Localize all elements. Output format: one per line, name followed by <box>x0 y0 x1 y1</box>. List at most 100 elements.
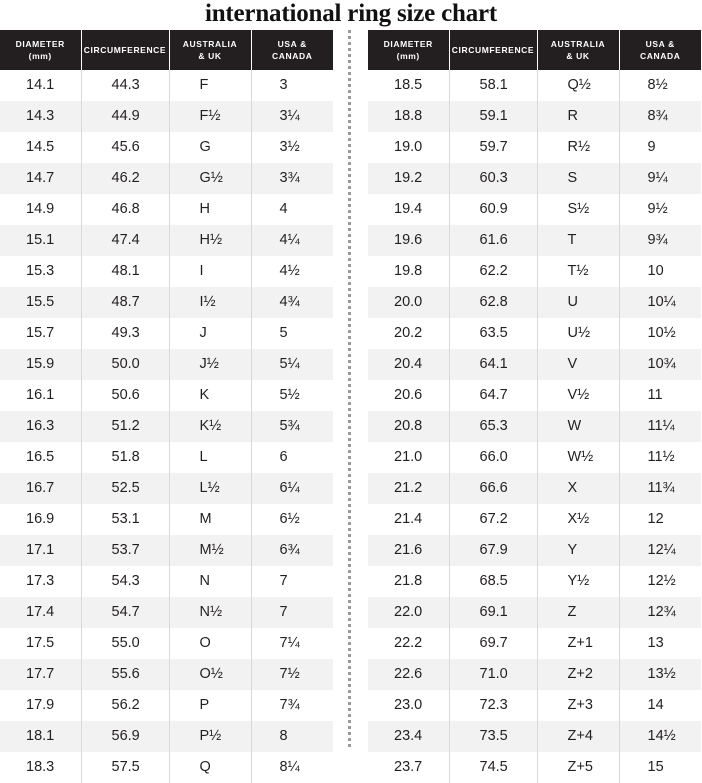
table-row: 21.2 66.6 X 11¾ <box>368 473 701 504</box>
column-header-diameter-line1: DIAMETER <box>383 39 433 49</box>
cell-diameter: 19.0 <box>368 132 450 163</box>
left-table-body: 14.1 44.3 F 3 14.3 44.9 F½ 3¼ 14.5 45.6 G 3½ 14.7 46.… <box>0 70 333 783</box>
cell-australia-uk: L <box>169 442 252 473</box>
column-header-diameter: DIAMETER (mm) <box>0 30 82 70</box>
table-row: 22.6 71.0 Z+2 13½ <box>368 659 701 690</box>
table-row: 16.1 50.6 K 5½ <box>0 380 333 411</box>
cell-diameter: 18.3 <box>0 752 82 783</box>
cell-australia-uk: O½ <box>169 659 252 690</box>
cell-circumference: 44.3 <box>81 70 170 101</box>
table-row: 23.0 72.3 Z+3 14 <box>368 690 701 721</box>
cell-usa-canada: 12¾ <box>619 597 701 628</box>
cell-diameter: 21.8 <box>368 566 450 597</box>
column-header-circumference: CIRCUMFERENCE <box>449 30 538 70</box>
column-header-australia-uk-line1: AUSTRALIA <box>550 39 606 49</box>
cell-usa-canada: 11¾ <box>619 473 701 504</box>
table-row: 14.5 45.6 G 3½ <box>0 132 333 163</box>
table-row: 20.2 63.5 U½ 10½ <box>368 318 701 349</box>
cell-circumference: 63.5 <box>449 318 538 349</box>
cell-circumference: 68.5 <box>449 566 538 597</box>
table-row: 19.4 60.9 S½ 9½ <box>368 194 701 225</box>
table-row: 14.7 46.2 G½ 3¾ <box>0 163 333 194</box>
cell-australia-uk: T <box>537 225 620 256</box>
column-header-circumference-line1: CIRCUMFERENCE <box>451 45 535 55</box>
right-size-table: DIAMETER (mm) CIRCUMFERENCE AUSTRALIA & … <box>368 30 701 783</box>
right-table-block: DIAMETER (mm) CIRCUMFERENCE AUSTRALIA & … <box>368 30 701 783</box>
column-header-usa-canada-line1: USA & <box>277 39 307 49</box>
cell-australia-uk: U <box>537 287 620 318</box>
cell-australia-uk: Z+1 <box>537 628 620 659</box>
table-row: 15.7 49.3 J 5 <box>0 318 333 349</box>
cell-usa-canada: 10½ <box>619 318 701 349</box>
cell-circumference: 64.1 <box>449 349 538 380</box>
cell-usa-canada: 5¾ <box>251 411 333 442</box>
cell-australia-uk: R <box>537 101 620 132</box>
cell-diameter: 15.9 <box>0 349 82 380</box>
column-header-diameter-line1: DIAMETER <box>15 39 65 49</box>
cell-usa-canada: 5 <box>251 318 333 349</box>
cell-diameter: 16.1 <box>0 380 82 411</box>
cell-usa-canada: 12 <box>619 504 701 535</box>
cell-usa-canada: 8¼ <box>251 752 333 783</box>
vertical-dotted-divider <box>348 30 354 747</box>
cell-usa-canada: 12½ <box>619 566 701 597</box>
column-header-circumference: CIRCUMFERENCE <box>81 30 170 70</box>
cell-australia-uk: Z+2 <box>537 659 620 690</box>
cell-diameter: 14.3 <box>0 101 82 132</box>
cell-usa-canada: 8 <box>251 721 333 752</box>
cell-diameter: 22.6 <box>368 659 450 690</box>
cell-circumference: 74.5 <box>449 752 538 783</box>
cell-diameter: 16.3 <box>0 411 82 442</box>
cell-circumference: 67.2 <box>449 504 538 535</box>
cell-circumference: 62.8 <box>449 287 538 318</box>
cell-circumference: 56.9 <box>81 721 170 752</box>
cell-circumference: 60.3 <box>449 163 538 194</box>
cell-australia-uk: N <box>169 566 252 597</box>
cell-usa-canada: 13½ <box>619 659 701 690</box>
cell-circumference: 49.3 <box>81 318 170 349</box>
cell-diameter: 20.6 <box>368 380 450 411</box>
cell-circumference: 48.7 <box>81 287 170 318</box>
cell-circumference: 72.3 <box>449 690 538 721</box>
column-header-usa-canada: USA & CANADA <box>251 30 333 70</box>
cell-circumference: 47.4 <box>81 225 170 256</box>
table-row: 16.3 51.2 K½ 5¾ <box>0 411 333 442</box>
cell-circumference: 54.7 <box>81 597 170 628</box>
table-row: 15.1 47.4 H½ 4¼ <box>0 225 333 256</box>
table-row: 22.2 69.7 Z+1 13 <box>368 628 701 659</box>
cell-diameter: 23.0 <box>368 690 450 721</box>
cell-australia-uk: X <box>537 473 620 504</box>
cell-circumference: 52.5 <box>81 473 170 504</box>
cell-diameter: 19.4 <box>368 194 450 225</box>
cell-usa-canada: 4½ <box>251 256 333 287</box>
cell-usa-canada: 3½ <box>251 132 333 163</box>
cell-australia-uk: N½ <box>169 597 252 628</box>
cell-australia-uk: Z <box>537 597 620 628</box>
column-header-circumference-line1: CIRCUMFERENCE <box>83 45 167 55</box>
cell-usa-canada: 7½ <box>251 659 333 690</box>
cell-australia-uk: W½ <box>537 442 620 473</box>
cell-circumference: 58.1 <box>449 70 538 101</box>
cell-circumference: 55.6 <box>81 659 170 690</box>
cell-circumference: 48.1 <box>81 256 170 287</box>
cell-diameter: 20.0 <box>368 287 450 318</box>
table-row: 21.4 67.2 X½ 12 <box>368 504 701 535</box>
cell-circumference: 50.6 <box>81 380 170 411</box>
table-row: 17.3 54.3 N 7 <box>0 566 333 597</box>
header-row: DIAMETER (mm) CIRCUMFERENCE AUSTRALIA & … <box>0 30 333 70</box>
cell-australia-uk: S <box>537 163 620 194</box>
cell-usa-canada: 8½ <box>619 70 701 101</box>
cell-usa-canada: 6¾ <box>251 535 333 566</box>
cell-usa-canada: 7 <box>251 566 333 597</box>
table-row: 19.2 60.3 S 9¼ <box>368 163 701 194</box>
cell-australia-uk: T½ <box>537 256 620 287</box>
cell-diameter: 17.3 <box>0 566 82 597</box>
cell-circumference: 66.6 <box>449 473 538 504</box>
column-header-diameter: DIAMETER (mm) <box>368 30 450 70</box>
cell-australia-uk: Y <box>537 535 620 566</box>
cell-circumference: 50.0 <box>81 349 170 380</box>
cell-australia-uk: K <box>169 380 252 411</box>
cell-australia-uk: L½ <box>169 473 252 504</box>
cell-usa-canada: 6 <box>251 442 333 473</box>
table-row: 16.5 51.8 L 6 <box>0 442 333 473</box>
